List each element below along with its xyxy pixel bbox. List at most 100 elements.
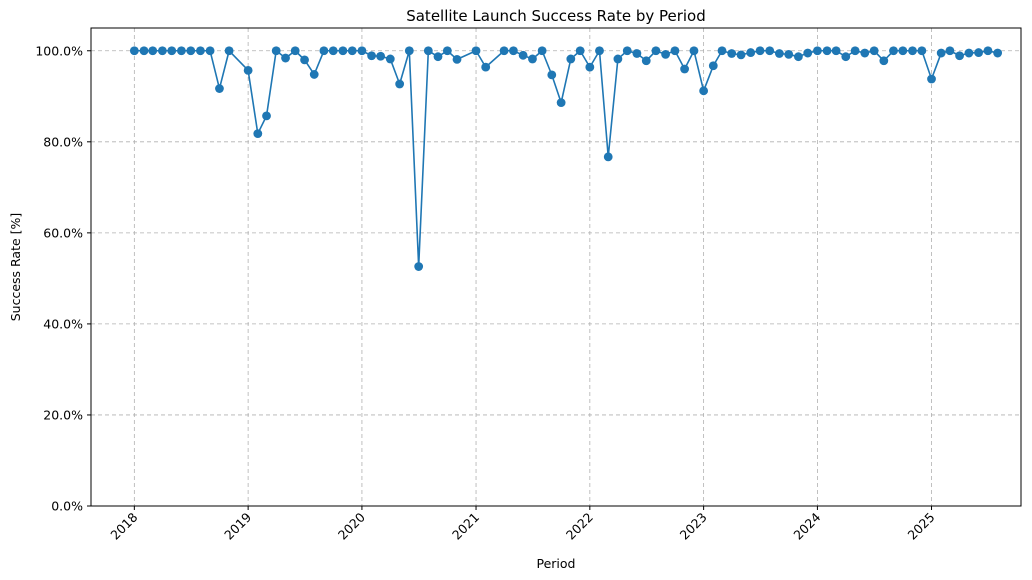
data-point xyxy=(898,46,908,56)
data-point xyxy=(167,46,177,56)
data-point xyxy=(755,46,765,56)
data-point xyxy=(452,55,462,64)
data-point xyxy=(622,46,632,56)
data-point xyxy=(822,46,832,56)
data-point xyxy=(595,46,604,56)
y-tick-label: 20.0% xyxy=(43,407,83,422)
data-point xyxy=(927,74,936,84)
data-point xyxy=(177,46,186,56)
y-tick-label: 40.0% xyxy=(43,316,83,331)
data-point xyxy=(699,86,709,96)
y-tick-label: 100.0% xyxy=(35,43,83,58)
data-point xyxy=(404,46,414,56)
x-tick-label: 2024 xyxy=(790,509,823,542)
data-point xyxy=(157,46,167,56)
plot-area-frame xyxy=(90,27,1022,507)
data-point xyxy=(603,152,613,162)
data-point xyxy=(974,48,983,57)
data-point xyxy=(509,46,518,56)
data-point xyxy=(784,50,794,59)
data-point xyxy=(964,48,974,58)
y-tick-label: 60.0% xyxy=(43,225,83,240)
data-point xyxy=(908,46,917,56)
data-point xyxy=(309,70,319,79)
data-point xyxy=(661,50,670,59)
data-point xyxy=(442,46,452,56)
data-point xyxy=(395,79,405,89)
series-line-layer xyxy=(134,49,998,268)
data-point xyxy=(879,56,889,66)
data-point xyxy=(139,46,149,56)
data-point xyxy=(841,52,851,62)
data-point xyxy=(708,61,718,71)
data-point xyxy=(205,46,215,56)
data-point xyxy=(547,70,557,80)
data-point xyxy=(774,49,784,58)
data-point xyxy=(936,48,946,58)
data-point xyxy=(471,46,481,56)
data-point xyxy=(632,49,642,58)
data-point xyxy=(670,46,680,56)
data-point xyxy=(414,262,424,271)
data-point xyxy=(186,46,196,56)
data-point xyxy=(433,52,443,62)
data-point xyxy=(813,46,822,56)
y-axis-ticks: 0.0% 20.0% 40.0% 60.0% 80.0% 100.0% xyxy=(35,43,91,514)
data-point xyxy=(917,46,927,56)
x-tick-label: 2022 xyxy=(563,510,596,543)
data-point xyxy=(518,50,528,60)
data-point xyxy=(129,46,139,56)
x-tick-label: 2019 xyxy=(221,509,254,542)
data-point xyxy=(736,50,746,60)
data-point xyxy=(889,46,898,56)
data-point xyxy=(566,54,576,64)
data-point xyxy=(651,46,661,56)
data-point xyxy=(993,48,1003,58)
data-point xyxy=(746,48,756,57)
data-point xyxy=(955,51,964,61)
series-line xyxy=(134,49,998,268)
x-axis-label: Period xyxy=(537,556,576,571)
data-point xyxy=(319,46,329,56)
data-point xyxy=(869,46,879,56)
data-point xyxy=(945,46,955,56)
data-point xyxy=(224,46,234,56)
x-tick-label: 2018 xyxy=(107,509,140,542)
data-point xyxy=(556,98,566,108)
data-point xyxy=(357,46,367,56)
data-point xyxy=(613,54,623,64)
data-point xyxy=(850,46,860,56)
grid-lines xyxy=(91,28,1021,507)
data-point xyxy=(281,53,290,63)
data-point xyxy=(243,65,253,75)
data-point xyxy=(528,54,537,64)
data-point xyxy=(481,62,491,72)
data-point xyxy=(290,46,300,56)
chart-title: Satellite Launch Success Rate by Period xyxy=(406,7,706,25)
data-point xyxy=(347,46,357,56)
data-points xyxy=(129,46,1003,271)
data-point xyxy=(148,46,158,56)
data-point xyxy=(585,62,595,72)
data-point xyxy=(765,46,775,56)
data-point xyxy=(300,55,309,65)
data-point xyxy=(831,46,841,56)
data-point xyxy=(537,46,547,56)
data-point xyxy=(803,48,813,58)
data-point xyxy=(983,46,993,56)
data-point xyxy=(717,46,727,56)
data-point xyxy=(423,46,433,56)
y-tick-label: 0.0% xyxy=(51,499,83,514)
data-point xyxy=(367,51,376,61)
data-point xyxy=(689,46,699,56)
y-tick-label: 80.0% xyxy=(43,134,83,149)
data-point xyxy=(727,49,737,58)
data-point xyxy=(680,64,689,74)
data-point xyxy=(499,46,509,56)
x-axis-ticks: 2018 2019 2020 2021 2022 2023 2024 2025 xyxy=(107,506,938,543)
data-point xyxy=(860,48,870,58)
x-tick-label: 2020 xyxy=(335,509,368,542)
data-point xyxy=(271,46,281,56)
x-tick-label: 2021 xyxy=(449,510,482,543)
data-point xyxy=(196,46,205,56)
